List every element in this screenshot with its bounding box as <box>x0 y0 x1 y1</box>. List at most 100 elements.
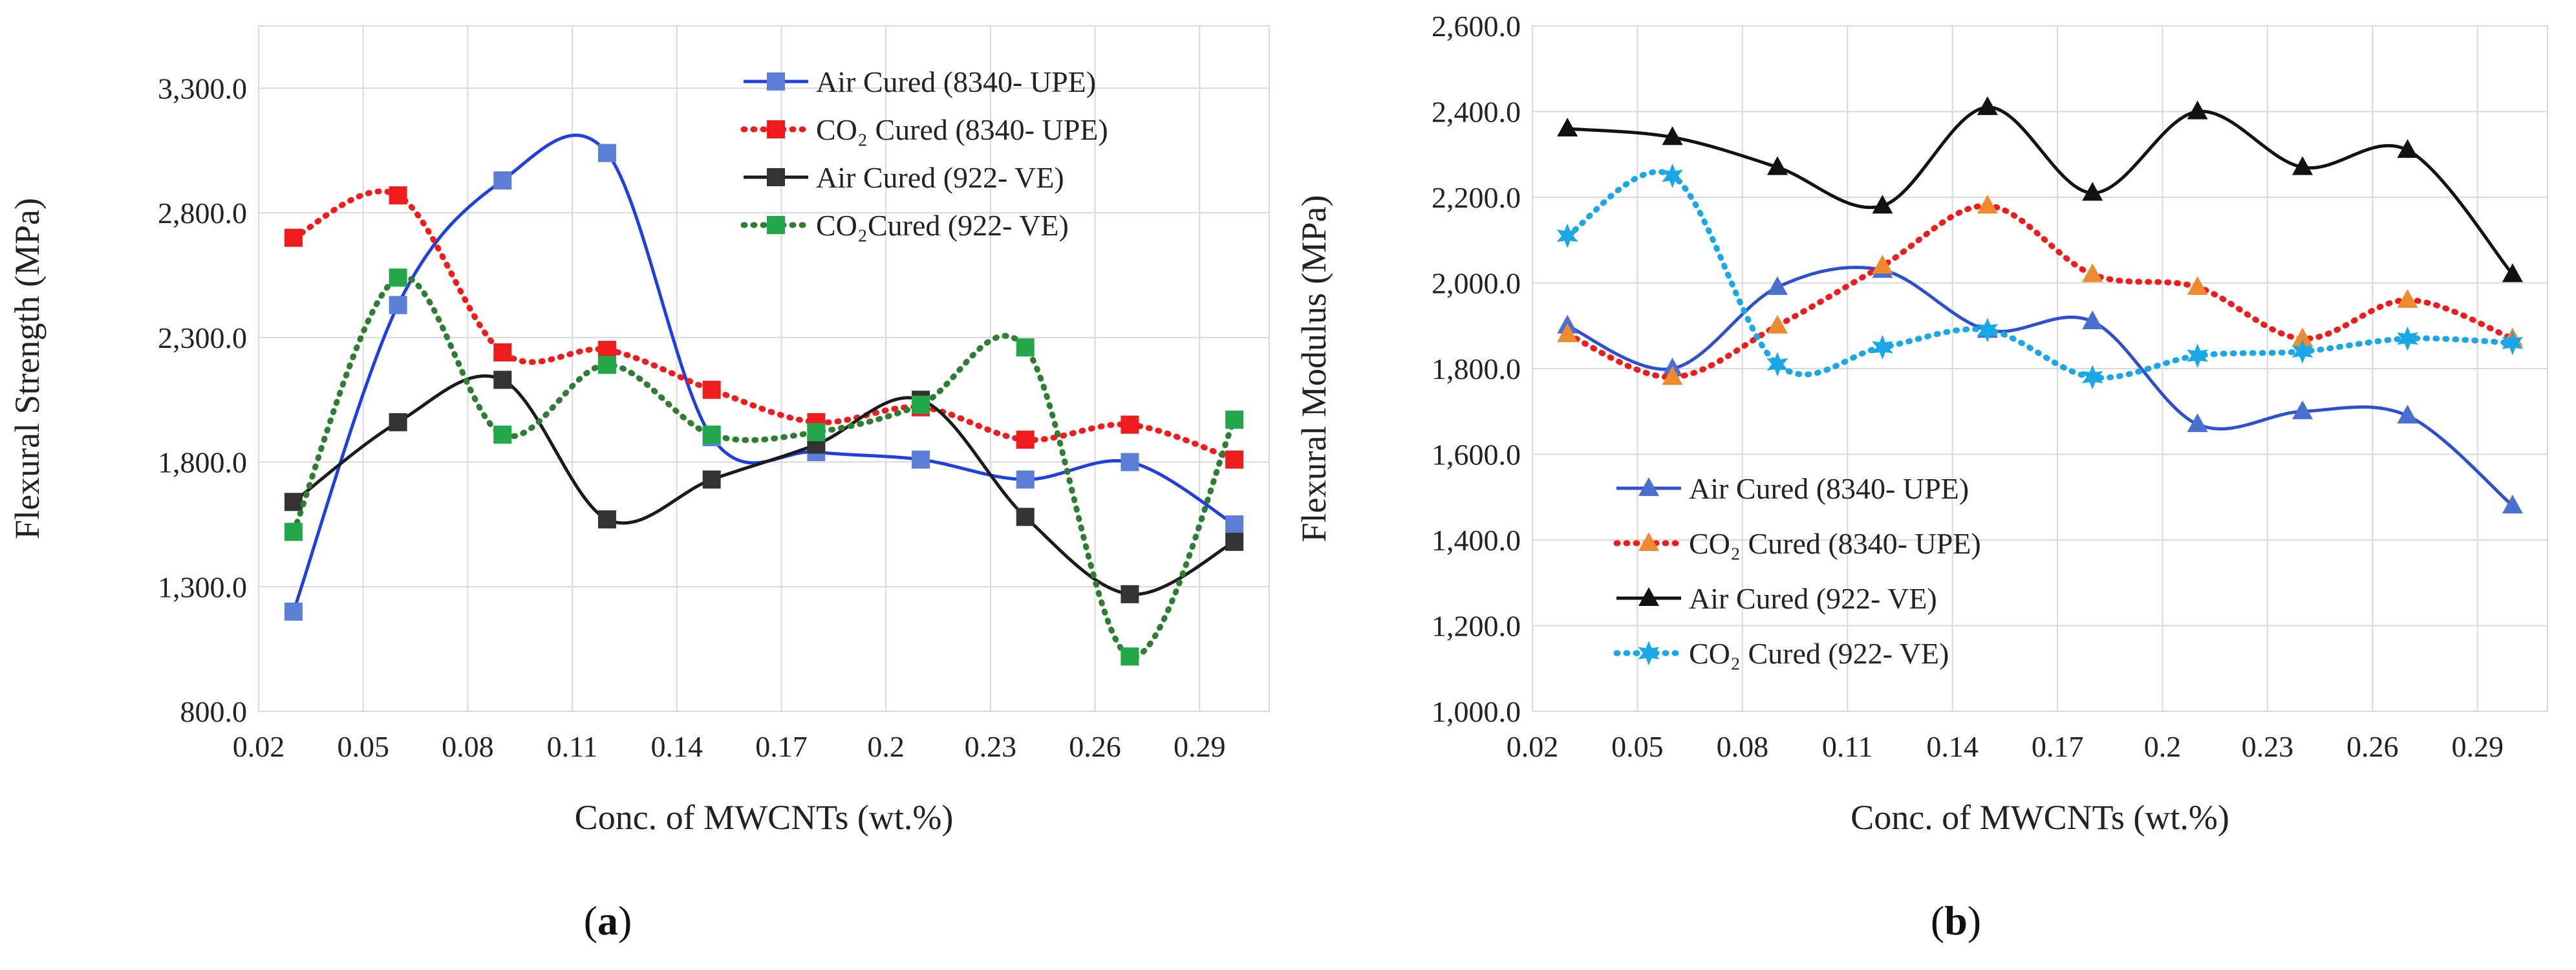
series-line <box>1564 169 2516 381</box>
x-tick-label: 0.29 <box>1174 730 1226 763</box>
x-tick-label: 0.08 <box>442 730 494 763</box>
legend-entry: Air Cured (8340- UPE) <box>816 65 1096 98</box>
x-tick-label: 0.26 <box>1069 730 1121 763</box>
x-tick-label: 0.23 <box>965 730 1017 763</box>
y-axis-label: Flexural Modulus (MPa) <box>1294 195 1333 543</box>
legend-entry: CO₂ Cured (8340- UPE) <box>816 113 1108 146</box>
data-point <box>1016 470 1035 489</box>
series-4: CO₂ Cured (922- VE) <box>1556 163 2524 670</box>
series-4: CO₂Cured (922- VE) <box>284 209 1244 666</box>
data-point <box>912 450 930 469</box>
x-axis-label: Conc. of MWCNTs (wt.%) <box>575 798 954 837</box>
data-point <box>1977 96 1998 115</box>
data-point <box>807 423 826 442</box>
data-point <box>1016 338 1035 357</box>
legend-marker <box>1638 532 1659 551</box>
gridlines <box>1532 25 2548 712</box>
series-1: Air Cured (8340- UPE) <box>284 65 1244 621</box>
data-point <box>1016 430 1035 449</box>
legend-marker <box>767 72 785 91</box>
data-point <box>2397 326 2418 351</box>
panel-label-letter: b <box>1944 898 1968 943</box>
data-point <box>2082 182 2103 201</box>
data-point <box>2187 343 2209 369</box>
series-line <box>292 133 1236 612</box>
data-point <box>1225 450 1244 469</box>
data-point <box>2081 365 2103 390</box>
data-point <box>2292 339 2313 364</box>
data-point <box>702 426 721 444</box>
data-point <box>2292 400 2313 420</box>
panel-label-paren: ) <box>618 898 632 943</box>
y-tick-label: 3,300.0 <box>158 72 247 105</box>
legend-entry: Air Cured (922- VE) <box>1689 582 1937 615</box>
data-point <box>493 371 512 389</box>
series-line <box>290 188 1238 463</box>
series-3: Air Cured (922- VE) <box>1557 96 2523 615</box>
data-point <box>1766 314 1788 334</box>
data-point <box>1557 323 1578 342</box>
legend-marker <box>767 120 785 138</box>
x-tick-label: 0.26 <box>2346 730 2399 763</box>
data-point <box>1766 156 1788 175</box>
y-tick-label: 2,300.0 <box>158 321 247 354</box>
data-point <box>1872 195 1893 214</box>
plot-frame <box>1532 25 2548 712</box>
legend-entry: CO₂Cured (922- VE) <box>816 209 1069 242</box>
data-point <box>389 413 407 431</box>
data-point <box>389 186 407 205</box>
data-point <box>1872 255 1893 274</box>
data-point <box>1225 411 1244 429</box>
data-point <box>1121 585 1139 603</box>
data-point <box>912 395 930 414</box>
data-point <box>2082 310 2103 330</box>
data-point <box>1977 195 1998 214</box>
y-tick-label: 2,800.0 <box>158 197 247 230</box>
y-axis-label: Flexural Strength (MPa) <box>8 198 47 539</box>
plot-frame <box>258 25 1270 712</box>
data-point <box>284 523 303 541</box>
x-tick-label: 0.11 <box>1822 730 1873 763</box>
data-point <box>1016 508 1035 526</box>
data-point <box>2502 330 2524 356</box>
y-tick-label: 1,600.0 <box>1432 438 1521 471</box>
y-tick-label: 1,400.0 <box>1432 524 1521 557</box>
legend-entry: Air Cured (8340- UPE) <box>1689 472 1969 505</box>
y-tick-label: 2,600.0 <box>1432 10 1521 43</box>
data-point <box>1121 647 1139 666</box>
data-point <box>1662 366 1683 385</box>
x-tick-label: 0.05 <box>337 730 389 763</box>
panel-label-paren: ) <box>1968 898 1981 943</box>
data-point <box>1766 276 1788 296</box>
series-line <box>292 374 1236 596</box>
data-point <box>597 144 616 162</box>
data-point <box>1871 334 1893 360</box>
series-line <box>1567 266 2514 507</box>
x-tick-label: 0.23 <box>2242 730 2294 763</box>
series-line <box>1564 202 2516 380</box>
data-point <box>1662 163 1683 188</box>
x-tick-label: 0.29 <box>2451 730 2504 763</box>
x-tick-label: 0.2 <box>2144 730 2182 763</box>
data-point <box>597 510 616 529</box>
data-point <box>1557 118 1578 136</box>
legend-entry: CO₂ Cured (922- VE) <box>1689 637 1949 670</box>
y-tick-label: 1,200.0 <box>1432 610 1521 643</box>
data-point <box>2397 404 2418 424</box>
data-point <box>702 470 721 489</box>
legend-marker <box>1638 641 1660 665</box>
data-point <box>1662 126 1683 146</box>
y-tick-label: 2,200.0 <box>1432 181 1521 214</box>
x-tick-label: 0.17 <box>755 730 808 763</box>
data-point <box>493 426 512 444</box>
y-tick-label: 1,300.0 <box>158 570 247 603</box>
panel-label: (a) <box>584 898 632 943</box>
x-tick-label: 0.05 <box>1611 730 1664 763</box>
legend-marker <box>1638 587 1659 606</box>
data-point <box>389 296 407 314</box>
data-point <box>1225 532 1244 551</box>
data-point <box>1556 223 1578 248</box>
x-tick-label: 0.2 <box>867 730 905 763</box>
data-point <box>702 380 721 399</box>
chart-b-flexural-modulus: 0.02 0.05 0.08 0.11 0.14 0.17 0.2 0.23 0.26 0.29 1… <box>1294 10 2548 943</box>
